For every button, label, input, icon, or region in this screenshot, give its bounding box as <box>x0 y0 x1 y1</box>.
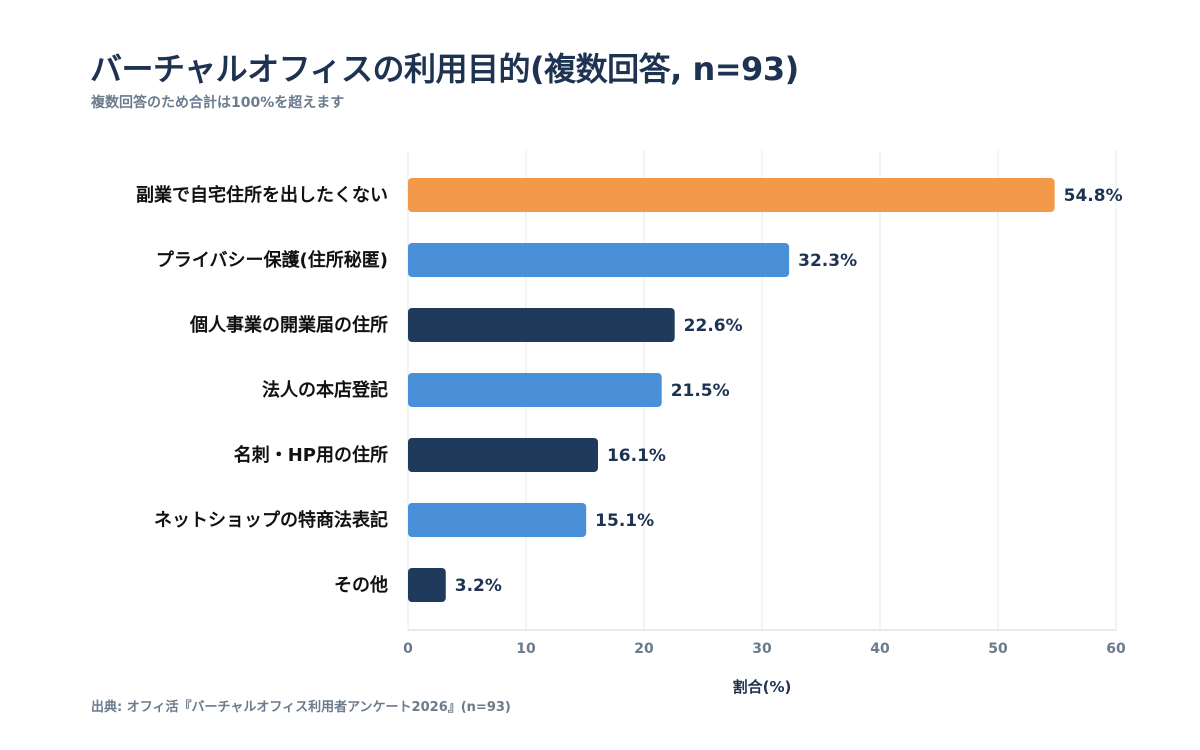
value-label: 15.1% <box>595 511 654 531</box>
x-tick-label: 60 <box>1106 641 1126 657</box>
x-axis-ticks: 0 10 20 30 40 50 60 <box>403 641 1126 657</box>
bar <box>408 438 598 472</box>
category-label: 法人の本店登記 <box>262 379 388 401</box>
value-label: 3.2% <box>455 576 502 596</box>
bar <box>408 308 675 342</box>
chart-title: バーチャルオフィスの利用目的(複数回答, n=93) <box>90 50 799 88</box>
category-label: ネットショップの特商法表記 <box>154 509 388 531</box>
x-tick-label: 10 <box>516 641 536 657</box>
bar <box>408 243 790 277</box>
x-tick-label: 20 <box>634 641 654 657</box>
bar <box>408 373 662 407</box>
chart-subtitle: 複数回答のため合計は100%を超えます <box>91 95 345 111</box>
x-tick-label: 0 <box>403 641 413 657</box>
value-label: 54.8% <box>1064 186 1123 206</box>
bar <box>408 178 1055 212</box>
x-tick-label: 40 <box>870 641 890 657</box>
category-label: プライバシー保護(住所秘匿) <box>156 249 388 271</box>
value-label: 16.1% <box>607 446 666 466</box>
x-tick-label: 50 <box>988 641 1008 657</box>
category-label: 個人事業の開業届の住所 <box>189 314 388 336</box>
x-tick-label: 30 <box>752 641 772 657</box>
value-labels: 54.8% 32.3% 22.6% 21.5% 16.1% 15.1% 3.2% <box>455 186 1123 596</box>
value-label: 21.5% <box>671 381 730 401</box>
bar <box>408 568 446 602</box>
x-axis-title: 割合(%) <box>733 678 792 696</box>
bar <box>408 503 587 537</box>
category-label: その他 <box>334 574 388 596</box>
value-label: 32.3% <box>798 251 857 271</box>
source-note: 出典: オフィ活『バーチャルオフィス利用者アンケート2026』(n=93) <box>91 700 511 715</box>
category-label: 名刺・HP用の住所 <box>234 444 388 466</box>
bars <box>408 178 1055 602</box>
value-label: 22.6% <box>684 316 743 336</box>
category-label: 副業で自宅住所を出したくない <box>136 184 388 206</box>
